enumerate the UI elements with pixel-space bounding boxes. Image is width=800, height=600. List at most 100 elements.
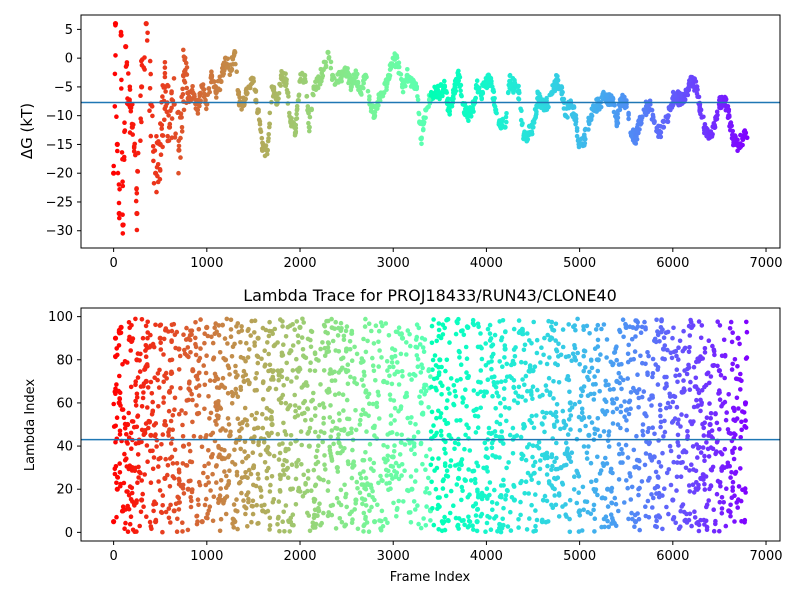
lambda-trace-point xyxy=(172,395,178,401)
lambda-trace-point xyxy=(479,511,485,517)
lambda-trace-point xyxy=(239,426,244,431)
lambda-trace-point xyxy=(399,473,404,478)
lambda-trace-point xyxy=(342,482,347,488)
delta-g-trace-point xyxy=(451,89,456,95)
lambda-trace-point xyxy=(520,377,525,382)
lambda-trace-point xyxy=(556,354,561,359)
lambda-trace-point xyxy=(659,317,664,323)
lambda-trace-point xyxy=(466,518,472,524)
delta-g-trace-point xyxy=(640,114,645,119)
delta-g-trace-point xyxy=(497,119,503,124)
lambda-trace-point xyxy=(299,442,305,448)
lambda-trace-point xyxy=(529,477,534,483)
lambda-trace-point xyxy=(514,433,520,438)
lambda-trace-point xyxy=(349,358,355,364)
lambda-trace-point xyxy=(475,425,481,431)
lambda-trace-point xyxy=(601,463,606,469)
lambda-trace-point xyxy=(210,452,215,457)
lambda-trace-point xyxy=(341,428,347,433)
lambda-trace-point xyxy=(563,422,569,428)
lambda-trace-point xyxy=(639,479,645,484)
delta-g-trace-point xyxy=(714,109,720,115)
lambda-trace-point xyxy=(633,326,639,331)
lambda-trace-point xyxy=(664,405,669,411)
lambda-trace-point xyxy=(367,441,373,447)
lambda-trace-point xyxy=(444,421,449,427)
delta-g-trace-point xyxy=(544,107,550,112)
lambda-trace-point xyxy=(312,413,318,419)
lambda-trace-point xyxy=(662,356,667,362)
lambda-trace-point xyxy=(357,490,363,496)
lambda-trace-point xyxy=(489,500,495,505)
lambda-trace-point xyxy=(299,335,305,340)
delta-g-trace-point xyxy=(306,120,311,126)
lambda-trace-point xyxy=(118,481,123,487)
lambda-trace-point xyxy=(370,355,375,361)
lambda-trace-point xyxy=(483,529,488,534)
lambda-trace-point xyxy=(222,456,227,461)
lambda-trace-point xyxy=(601,516,607,522)
lambda-trace-point xyxy=(447,463,453,469)
lambda-trace-point xyxy=(239,475,245,481)
lambda-trace-point xyxy=(436,321,442,326)
lambda-trace-point xyxy=(113,354,118,359)
lambda-trace-point xyxy=(290,512,296,517)
lambda-trace-point xyxy=(384,380,390,386)
lambda-trace-point xyxy=(626,399,632,405)
lambda-trace-point xyxy=(457,355,462,360)
lambda-trace-point xyxy=(487,331,493,336)
lambda-trace-point xyxy=(698,335,704,341)
lambda-trace-point xyxy=(120,504,126,510)
lambda-trace-point xyxy=(631,356,636,362)
lambda-trace-point xyxy=(657,339,662,344)
lambda-trace-point xyxy=(143,354,149,360)
lambda-trace-point xyxy=(464,324,470,329)
lambda-trace-point xyxy=(542,456,548,461)
delta-g-trace-point xyxy=(510,76,516,81)
lambda-trace-point xyxy=(236,329,241,335)
delta-g-trace-point xyxy=(443,89,449,94)
lambda-trace-point xyxy=(517,328,523,334)
delta-g-trace-point xyxy=(173,131,178,136)
lambda-trace-point xyxy=(542,493,548,499)
lambda-trace-point xyxy=(423,388,429,394)
lambda-trace-point xyxy=(649,403,654,408)
lambda-trace-point xyxy=(577,513,583,518)
lambda-trace-point xyxy=(126,435,132,441)
lambda-trace-point xyxy=(163,456,168,462)
lambda-trace-point xyxy=(617,380,622,386)
lambda-trace-point xyxy=(218,516,224,522)
delta-g-trace-point xyxy=(458,88,463,93)
lambda-trace-point xyxy=(701,425,706,431)
lambda-trace-point xyxy=(563,440,569,446)
lambda-trace-point xyxy=(724,486,729,492)
lambda-trace-point xyxy=(699,323,705,328)
lambda-trace-point xyxy=(392,353,398,359)
lambda-trace-point xyxy=(159,442,164,447)
delta-g-trace-point xyxy=(157,176,163,182)
delta-g-trace-point xyxy=(248,82,254,87)
lambda-trace-point xyxy=(364,520,370,525)
lambda-trace-point xyxy=(398,440,404,445)
lambda-trace-point xyxy=(277,372,282,378)
lambda-trace-point xyxy=(122,457,128,463)
lambda-trace-point xyxy=(197,370,202,376)
lambda-trace-point xyxy=(669,355,675,361)
lambda-trace-point xyxy=(632,388,638,394)
lambda-trace-point xyxy=(275,431,281,437)
lambda-trace-point xyxy=(424,504,429,509)
lambda-trace-point xyxy=(199,444,205,450)
delta-g-trace-point xyxy=(642,110,648,116)
lambda-trace-point xyxy=(675,460,680,465)
lambda-trace-point xyxy=(529,413,535,419)
lambda-trace-point xyxy=(363,516,368,522)
lambda-trace-point xyxy=(244,492,249,498)
delta-g-trace-point xyxy=(122,129,127,135)
lambda-trace-point xyxy=(161,395,166,400)
delta-g-trace-point xyxy=(518,117,524,123)
lambda-trace-point xyxy=(610,409,616,415)
delta-g-point xyxy=(114,141,120,147)
lambda-trace-point xyxy=(167,357,173,363)
lambda-trace-point xyxy=(574,468,579,474)
lambda-trace-point xyxy=(635,372,640,378)
